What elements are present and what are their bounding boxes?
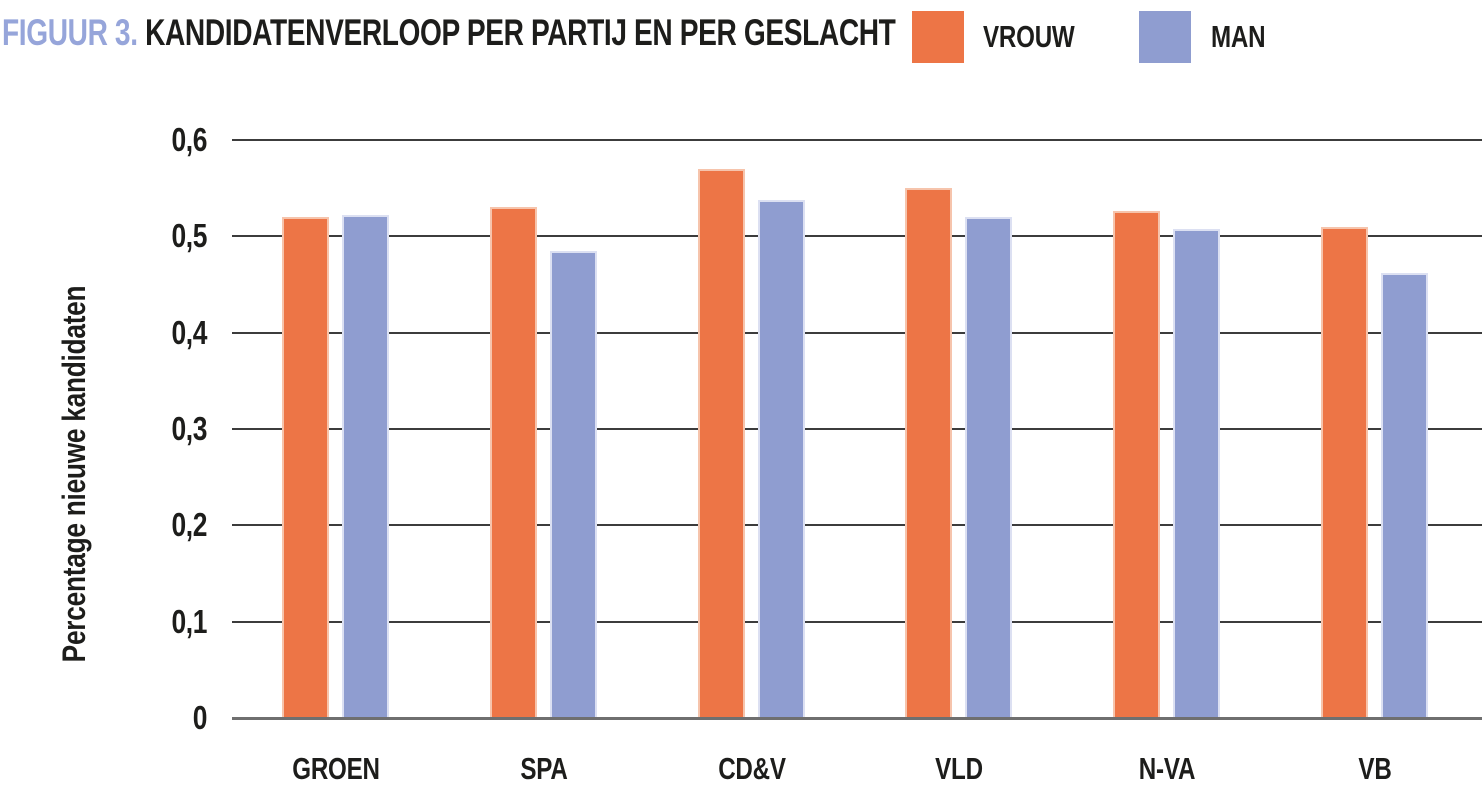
bar-vrouw-groen [282, 217, 329, 718]
y-tick-label: 0,2 [171, 506, 208, 544]
bar-man-spa [549, 250, 597, 718]
y-tick-label: 0,5 [171, 217, 208, 255]
y-tick-label: 0,4 [171, 313, 208, 351]
bar-man-nva [1173, 228, 1221, 718]
x-axis-label: CD&V [717, 751, 786, 786]
bar-vrouw-nva [1113, 211, 1161, 718]
y-tick-label: 0 [192, 699, 208, 736]
x-axis-label: VB [1358, 751, 1392, 786]
bar-vrouw-vb [1321, 226, 1368, 718]
figure-number: FIGUUR 3. [2, 12, 138, 53]
chart-title: FIGUUR 3. KANDIDATENVERLOOP PER PARTIJ E… [2, 12, 896, 53]
bar-vrouw-vld [905, 188, 953, 718]
bar-man-cdv [757, 199, 805, 718]
x-axis-label: SPA [520, 751, 568, 786]
legend-swatch-man [1139, 11, 1191, 63]
x-axis-label: GROEN [292, 751, 380, 786]
y-tick-label: 0,6 [171, 121, 208, 158]
x-axis-label: N-VA [1138, 751, 1196, 786]
bar-vrouw-spa [489, 207, 537, 718]
x-axis-line [232, 717, 1482, 720]
gridline [232, 620, 1482, 623]
y-tick-label: 0,3 [171, 410, 208, 447]
gridline [232, 524, 1482, 527]
gridline [232, 235, 1482, 238]
gridline [232, 139, 1482, 141]
bar-vrouw-cdv [697, 168, 745, 718]
y-tick-label: 0,1 [171, 602, 208, 640]
chart-title-text: KANDIDATENVERLOOP PER PARTIJ EN PER GESL… [137, 12, 896, 53]
gridline [232, 331, 1482, 334]
x-axis-label: VLD [935, 751, 984, 786]
bar-man-vb [1381, 272, 1428, 718]
legend-label-man: MAN [1211, 19, 1266, 54]
bar-man-vld [965, 217, 1013, 718]
legend-swatch-vrouw [912, 11, 964, 63]
bar-man-groen [342, 215, 389, 718]
gridline [232, 428, 1482, 430]
legend-label-vrouw: VROUW [983, 19, 1075, 54]
